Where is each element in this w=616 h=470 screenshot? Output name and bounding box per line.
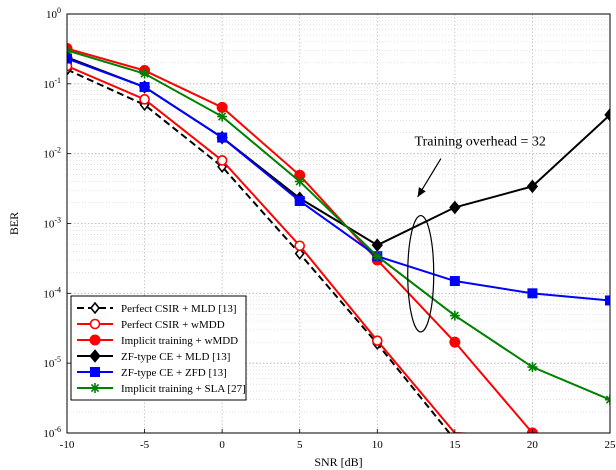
series-6 — [67, 45, 610, 405]
data-point — [67, 60, 73, 72]
data-point — [216, 101, 228, 113]
x-tick-label: 10 — [372, 439, 384, 451]
legend-label: Perfect CSIR + wMDD — [121, 319, 225, 331]
data-point — [294, 176, 305, 187]
data-point — [449, 200, 461, 215]
y-tick-label: 10-2 — [43, 146, 61, 161]
legend-item: ZF-type CE + MLD [13] — [77, 349, 230, 363]
data-point — [371, 238, 383, 252]
data-point — [449, 336, 461, 348]
data-point — [294, 240, 306, 252]
x-tick-label: 0 — [219, 439, 225, 451]
data-point — [139, 68, 150, 79]
y-tick-label: 10-4 — [43, 285, 61, 300]
data-point — [139, 82, 150, 93]
data-point — [89, 301, 101, 315]
data-point — [67, 53, 72, 64]
data-point — [217, 132, 228, 143]
data-point — [526, 179, 539, 194]
y-tick-label: 10-5 — [43, 355, 61, 370]
annotation-ellipse — [407, 214, 435, 333]
series-line — [67, 57, 610, 302]
legend-label: Implicit training + wMDD — [121, 335, 238, 347]
plot-frame — [66, 13, 611, 434]
data-point — [527, 288, 538, 299]
series-clip — [67, 43, 610, 433]
series-layer — [67, 43, 610, 433]
y-tick-label: 100 — [46, 6, 61, 21]
data-point — [89, 349, 101, 363]
data-point — [294, 195, 305, 206]
data-point — [67, 45, 72, 56]
legend-label: ZF-type CE + MLD [13] — [121, 351, 230, 363]
x-tick-label: 20 — [527, 439, 539, 451]
data-point — [449, 310, 460, 321]
y-tick-label: 10-3 — [43, 216, 61, 231]
series-line — [67, 68, 451, 433]
data-point — [604, 108, 610, 122]
data-point — [216, 155, 228, 166]
y-axis-label: BER — [7, 212, 21, 235]
data-point — [371, 335, 383, 346]
x-tick-label: 15 — [449, 439, 461, 451]
legend-label: Perfect CSIR + MLD [13] — [121, 303, 237, 315]
data-point — [90, 383, 100, 393]
data-point — [527, 362, 538, 373]
data-point — [449, 276, 460, 287]
data-point — [294, 247, 305, 260]
legend-item: Perfect CSIR + MLD [13] — [77, 301, 237, 315]
legend-item: ZF-type CE + ZFD [13] — [77, 367, 227, 379]
series-2 — [67, 60, 480, 433]
legend-label: Implicit training + SLA [27] — [121, 383, 246, 395]
data-point — [217, 111, 228, 122]
data-point — [372, 251, 383, 262]
annotation-arrowhead — [417, 187, 426, 197]
data-point — [605, 295, 610, 306]
data-point — [605, 394, 610, 405]
data-point — [90, 367, 100, 377]
data-point — [89, 334, 101, 346]
legend-box — [70, 295, 247, 401]
data-point — [89, 318, 101, 330]
x-tick-label: -10 — [60, 439, 75, 451]
series-5 — [67, 53, 610, 306]
legend-item: Implicit training + SLA [27] — [77, 383, 246, 395]
x-tick-label: -5 — [140, 439, 150, 451]
y-tick-label: 10-6 — [43, 425, 61, 440]
x-tick-label: 25 — [605, 439, 616, 451]
data-point — [139, 94, 150, 105]
x-tick-label: 5 — [297, 439, 303, 451]
annotation-text: Training overhead = 32 — [415, 135, 546, 150]
y-tick-label: 10-1 — [43, 76, 61, 91]
legend-item: Implicit training + wMDD — [77, 334, 238, 347]
legend: Perfect CSIR + MLD [13] Perfect CSIR + wM… — [70, 295, 247, 401]
series-line — [67, 49, 610, 401]
legend-label: ZF-type CE + ZFD [13] — [121, 367, 227, 379]
annotation: Training overhead = 32 — [407, 135, 546, 333]
legend-item: Perfect CSIR + wMDD — [77, 318, 225, 331]
x-axis-label: SNR [dB] — [314, 455, 362, 469]
